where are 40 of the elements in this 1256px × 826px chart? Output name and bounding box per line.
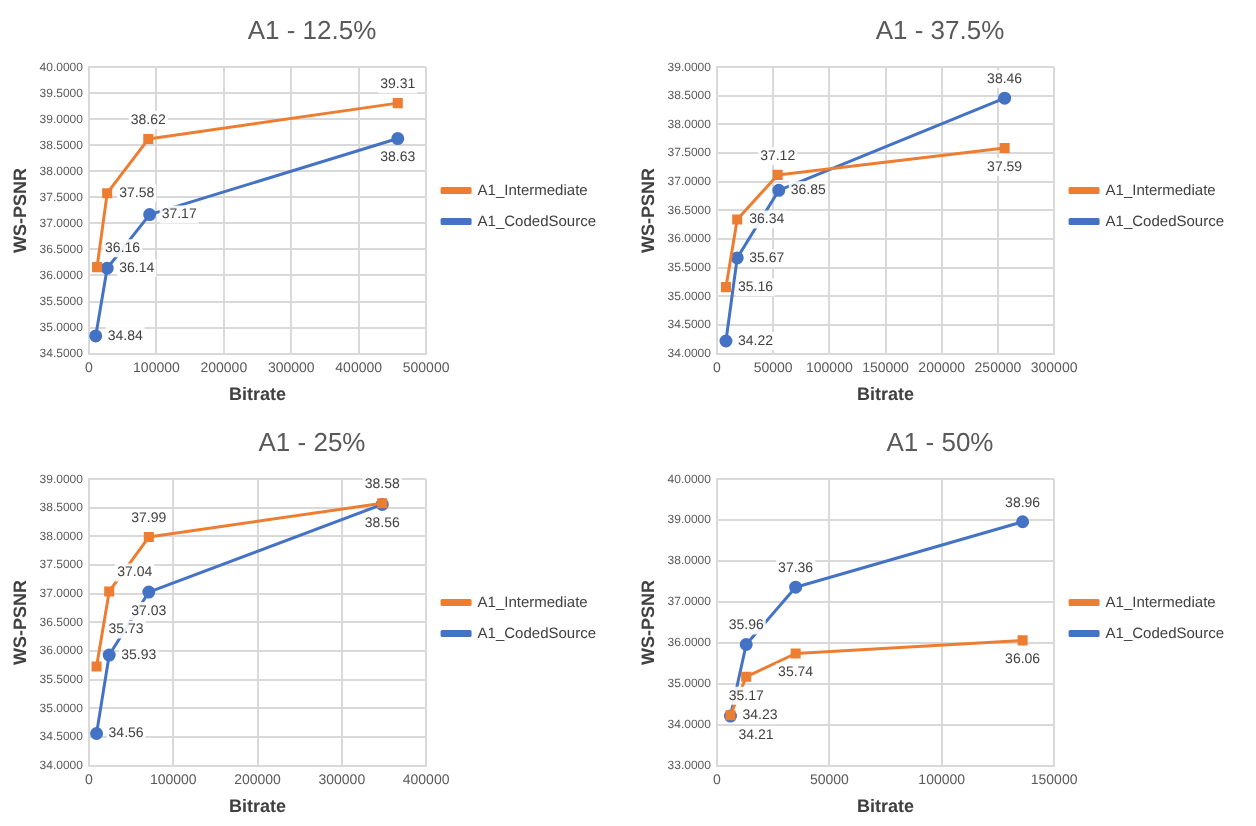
- chart-title: A1 - 25%: [258, 426, 367, 457]
- x-axis-title: Bitrate: [229, 384, 287, 405]
- point: [998, 91, 1012, 105]
- point: [732, 214, 743, 225]
- point: [789, 580, 803, 594]
- x-axis-title: Bitrate: [229, 796, 287, 817]
- point: [92, 262, 103, 273]
- point: [790, 648, 801, 659]
- point: [143, 134, 154, 145]
- chart-title: A1 - 37.5%: [875, 14, 1006, 45]
- point: [89, 329, 103, 343]
- y-axis-title: WS-PSNR: [637, 578, 658, 665]
- point: [1017, 635, 1028, 646]
- y-axis-title: WS-PSNR: [9, 166, 30, 253]
- point: [730, 251, 744, 265]
- point: [1016, 515, 1030, 529]
- point: [104, 586, 115, 597]
- x-axis-title: Bitrate: [857, 796, 915, 817]
- y-axis-title: WS-PSNR: [637, 166, 658, 253]
- point: [391, 132, 405, 146]
- chart-title: A1 - 50%: [886, 426, 995, 457]
- point: [739, 637, 753, 651]
- point: [91, 661, 102, 672]
- point: [100, 261, 114, 275]
- point: [143, 208, 157, 222]
- point: [720, 282, 731, 293]
- point: [741, 671, 752, 682]
- point: [999, 142, 1010, 153]
- chart-title: A1 - 12.5%: [247, 14, 378, 45]
- point: [90, 727, 104, 741]
- point: [772, 183, 786, 197]
- point: [142, 585, 156, 599]
- point: [772, 169, 783, 180]
- point: [102, 648, 116, 662]
- x-axis-title: Bitrate: [857, 384, 915, 405]
- point: [392, 98, 403, 109]
- y-axis-title: WS-PSNR: [9, 578, 30, 665]
- point: [719, 334, 733, 348]
- point: [102, 188, 113, 199]
- point: [143, 532, 154, 543]
